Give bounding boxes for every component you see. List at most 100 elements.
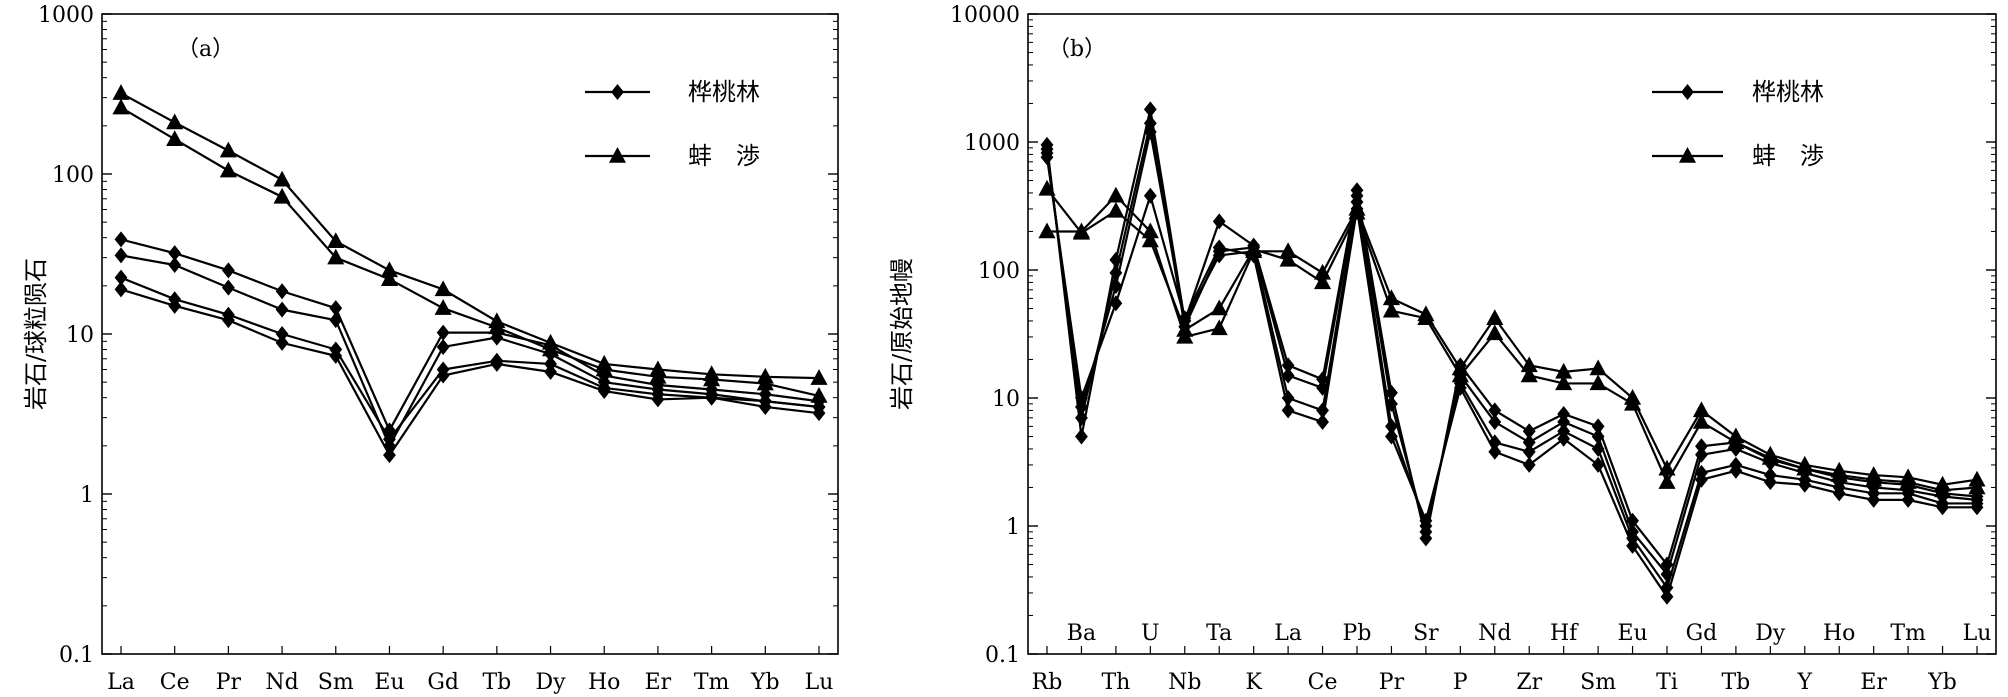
data-point-triangle [1176,320,1194,337]
data-point-diamond [1075,428,1088,445]
y-tick-label: 10 [66,323,94,348]
data-point-diamond [168,245,182,262]
data-point-triangle [380,270,399,286]
series-line-5 [120,106,820,398]
data-point-diamond [275,283,289,300]
data-point-diamond [1143,187,1157,204]
x-category-label: Dy [535,670,566,695]
data-point-diamond [812,405,826,422]
data-point-diamond [1832,485,1846,502]
data-point-diamond [275,301,289,318]
data-point-triangle [756,374,774,391]
series-line-3 [1045,157,1977,600]
data-point-diamond [1212,213,1226,230]
data-point-diamond [490,355,504,372]
x-category-label: K [1245,670,1262,695]
x-category-label: Tm [1890,621,1926,646]
x-category-label: Ba [1067,621,1096,646]
legend-marker-triangle [1678,147,1697,163]
data-point-diamond [1763,474,1777,491]
data-point-diamond [1591,428,1605,445]
y-tick-label: 1000 [38,3,94,28]
data-point-triangle [1761,448,1779,465]
panel-tag: （a） [177,37,234,62]
data-point-diamond [1281,367,1295,384]
data-point-triangle [1072,223,1090,240]
x-category-label: Nd [265,670,298,695]
data-point-diamond [1867,491,1881,508]
data-point-triangle [112,98,130,115]
legend-label: 桦桃林 [1752,78,1824,106]
y-tick-label: 10 [992,387,1020,412]
data-point-triangle [541,340,560,357]
data-point-triangle [434,299,452,315]
data-point-triangle [1589,359,1607,376]
data-point-triangle [1314,273,1332,290]
data-point-diamond [1591,440,1605,457]
data-point-diamond [1143,115,1157,132]
y-tick-label: 1 [80,483,94,508]
x-category-label: Lu [805,670,834,695]
data-point-diamond [114,281,128,298]
data-point-diamond [436,324,450,341]
data-point-triangle [166,113,184,130]
x-category-label: Ho [588,670,620,695]
data-point-diamond [1109,295,1123,312]
x-category-label: Hf [1550,621,1579,646]
data-point-diamond [1488,434,1502,451]
x-category-label: U [1141,621,1160,646]
data-point-triangle [1486,309,1504,325]
x-category-label: Yb [1927,670,1957,695]
x-category-label: Th [1101,670,1130,695]
x-category-label: Eu [1617,621,1647,646]
data-point-diamond [1557,430,1571,447]
y-tick-label: 0.1 [59,643,94,668]
y-tick-label: 10000 [950,3,1020,28]
data-point-diamond [1522,443,1536,460]
x-category-label: Eu [374,670,404,695]
y-tick-label: 1 [1006,515,1020,540]
x-category-label: Nd [1478,621,1511,646]
data-point-triangle [595,360,613,377]
x-category-label: Er [1860,670,1887,695]
data-point-triangle [219,161,237,178]
legend-marker-diamond [1681,84,1694,100]
data-point-diamond [1419,512,1433,529]
data-point-triangle [1417,309,1435,325]
data-point-diamond [1695,446,1708,463]
x-category-label: Pb [1343,621,1372,646]
data-point-triangle [1382,301,1400,318]
data-point-diamond [221,312,235,329]
x-category-label: Zr [1516,670,1542,695]
series-line-1 [120,254,820,449]
data-point-diamond [1453,379,1467,396]
data-point-diamond [1798,476,1812,493]
data-point-diamond [1522,423,1536,440]
data-point-triangle [1210,299,1228,316]
data-point-diamond [1316,413,1329,430]
data-point-diamond [383,447,396,464]
x-category-label: Tm [694,670,730,695]
data-point-diamond [1488,402,1502,419]
data-point-triangle [488,318,506,335]
data-point-triangle [1692,412,1710,429]
x-category-label: Ce [160,670,190,695]
x-category-label: Lu [1963,621,1992,646]
data-point-triangle [273,170,291,187]
data-point-diamond [275,326,289,342]
x-category-label: La [1274,621,1302,646]
data-point-diamond [1178,310,1192,327]
data-point-diamond [436,338,450,355]
data-point-triangle [1520,356,1538,373]
data-point-triangle [112,84,130,100]
data-point-triangle [1624,394,1642,411]
data-point-diamond [329,312,343,329]
data-point-diamond [597,383,611,400]
data-point-triangle [1348,203,1366,220]
data-point-diamond [1075,399,1088,416]
data-point-triangle [1141,222,1159,239]
data-point-diamond [114,231,128,248]
series-line-4 [120,92,820,380]
x-category-label: Ta [1206,621,1232,646]
